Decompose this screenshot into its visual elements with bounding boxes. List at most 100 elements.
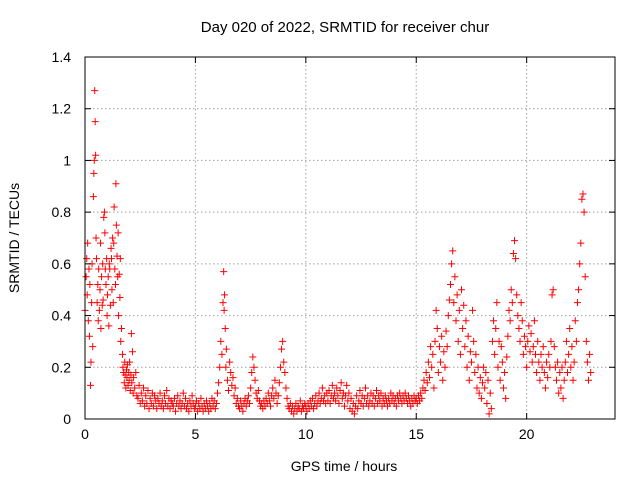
data-point (427, 343, 435, 351)
data-point (446, 281, 454, 289)
data-point (579, 190, 587, 198)
data-point (516, 337, 524, 345)
data-point (281, 368, 289, 376)
data-point (145, 405, 153, 413)
data-point (491, 350, 499, 358)
data-point (124, 381, 132, 389)
data-point (562, 337, 570, 345)
data-point (174, 392, 182, 400)
data-point (347, 394, 355, 402)
data-point (142, 392, 150, 400)
data-point (487, 405, 495, 413)
data-point (84, 317, 92, 325)
data-point (248, 368, 256, 376)
data-point (437, 358, 445, 366)
data-point (461, 343, 469, 351)
data-point (188, 392, 196, 400)
data-point (93, 299, 101, 307)
data-point (451, 273, 459, 281)
data-point (159, 405, 167, 413)
x-tick-label: 15 (408, 426, 424, 442)
data-point (555, 389, 563, 397)
data-point (218, 350, 226, 358)
data-point (543, 358, 551, 366)
data-point (498, 358, 506, 366)
data-point (514, 312, 522, 320)
data-point (212, 399, 220, 407)
data-point (477, 394, 485, 402)
data-point (556, 368, 564, 376)
x-tick-label: 10 (298, 426, 314, 442)
data-point (485, 410, 493, 418)
data-point (244, 392, 252, 400)
data-point (350, 410, 358, 418)
plot-border (84, 56, 616, 420)
data-point (163, 387, 171, 395)
data-point (442, 327, 450, 335)
data-point (492, 325, 500, 332)
data-point (179, 389, 187, 397)
data-point (114, 229, 122, 237)
data-point (222, 363, 230, 371)
data-point (464, 332, 472, 340)
data-point (95, 265, 103, 273)
x-tick-label: 5 (192, 426, 200, 442)
data-point (444, 312, 452, 320)
data-point (223, 376, 231, 384)
data-point (119, 350, 127, 358)
data-point (452, 317, 460, 325)
data-point (98, 301, 106, 309)
data-point (560, 376, 568, 384)
data-point (571, 317, 579, 325)
data-point (558, 363, 566, 371)
data-point (275, 379, 283, 387)
data-point (128, 379, 136, 387)
data-point (428, 363, 436, 371)
data-point (533, 368, 541, 376)
data-point (509, 250, 517, 258)
data-point (517, 299, 525, 307)
data-point (535, 358, 543, 366)
data-point (429, 350, 437, 358)
data-point (566, 325, 574, 332)
data-point (490, 317, 498, 325)
data-point (484, 376, 492, 384)
data-point (475, 389, 483, 397)
y-tick-label: 0.4 (52, 308, 72, 324)
data-point (221, 325, 229, 332)
data-point (421, 387, 429, 395)
data-point (111, 281, 119, 289)
data-point (462, 317, 470, 325)
data-point (214, 389, 221, 397)
data-point (251, 376, 259, 384)
data-point (99, 260, 107, 268)
data-point (126, 358, 134, 366)
data-point (87, 358, 95, 366)
data-point (481, 384, 489, 392)
data-point (497, 343, 505, 351)
data-point (570, 358, 578, 366)
data-point (249, 353, 257, 361)
data-point (137, 389, 145, 397)
data-point (565, 350, 573, 358)
data-point (276, 363, 284, 371)
data-point (108, 286, 116, 294)
data-point (578, 195, 586, 203)
data-point (526, 348, 534, 356)
data-point (536, 376, 544, 384)
data-point (435, 343, 443, 351)
data-point (90, 156, 98, 164)
x-tick-label: 20 (519, 426, 535, 442)
data-point (144, 387, 152, 395)
data-point (109, 234, 117, 242)
data-point (496, 376, 504, 384)
data-point (120, 379, 128, 387)
data-point (318, 384, 326, 392)
data-point (128, 348, 136, 356)
data-point (140, 384, 148, 392)
data-point (508, 299, 516, 307)
x-tick-label: 0 (81, 426, 89, 442)
data-point (441, 363, 449, 371)
data-point (239, 407, 247, 415)
data-point (557, 384, 565, 392)
